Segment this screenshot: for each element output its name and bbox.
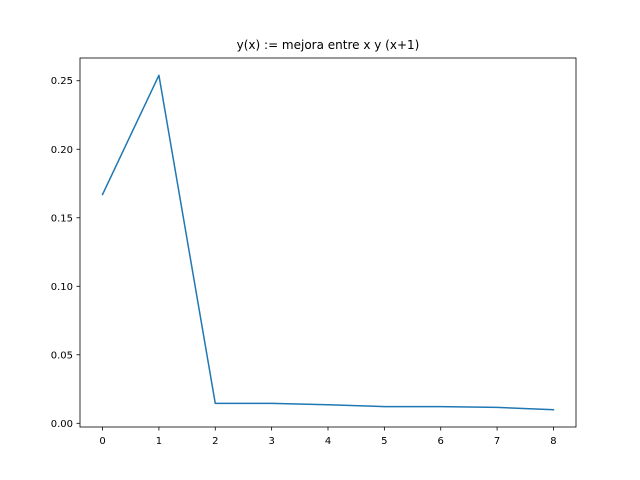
y-axis: 0.00 0.05 0.10 0.15 0.20 0.25: [51, 76, 80, 430]
series-layer: [101, 74, 555, 411]
y-tick-label: 0.25: [51, 76, 73, 87]
x-tick-label: 3: [268, 436, 274, 447]
y-tick-label: 0.20: [51, 145, 73, 156]
x-tick-label: 8: [550, 436, 556, 447]
x-tick-label: 5: [381, 436, 387, 447]
x-tick-label: 1: [156, 436, 162, 447]
series-line: [101, 74, 555, 411]
chart-title: y(x) := mejora entre x y (x+1): [237, 38, 420, 52]
x-axis: 0 1 2 3 4 5 6 7 8: [99, 427, 557, 447]
x-tick-label: 7: [494, 436, 500, 447]
x-tick-label: 4: [325, 436, 331, 447]
x-tick-label: 0: [99, 436, 105, 447]
y-tick-label: 0.05: [51, 350, 73, 361]
plot-area-frame: [79, 57, 577, 428]
y-tick-label: 0.15: [51, 213, 73, 224]
x-tick-label: 2: [212, 436, 218, 447]
y-tick-label: 0.10: [51, 282, 73, 293]
y-tick-label: 0.00: [51, 419, 73, 430]
x-tick-label: 6: [438, 436, 444, 447]
